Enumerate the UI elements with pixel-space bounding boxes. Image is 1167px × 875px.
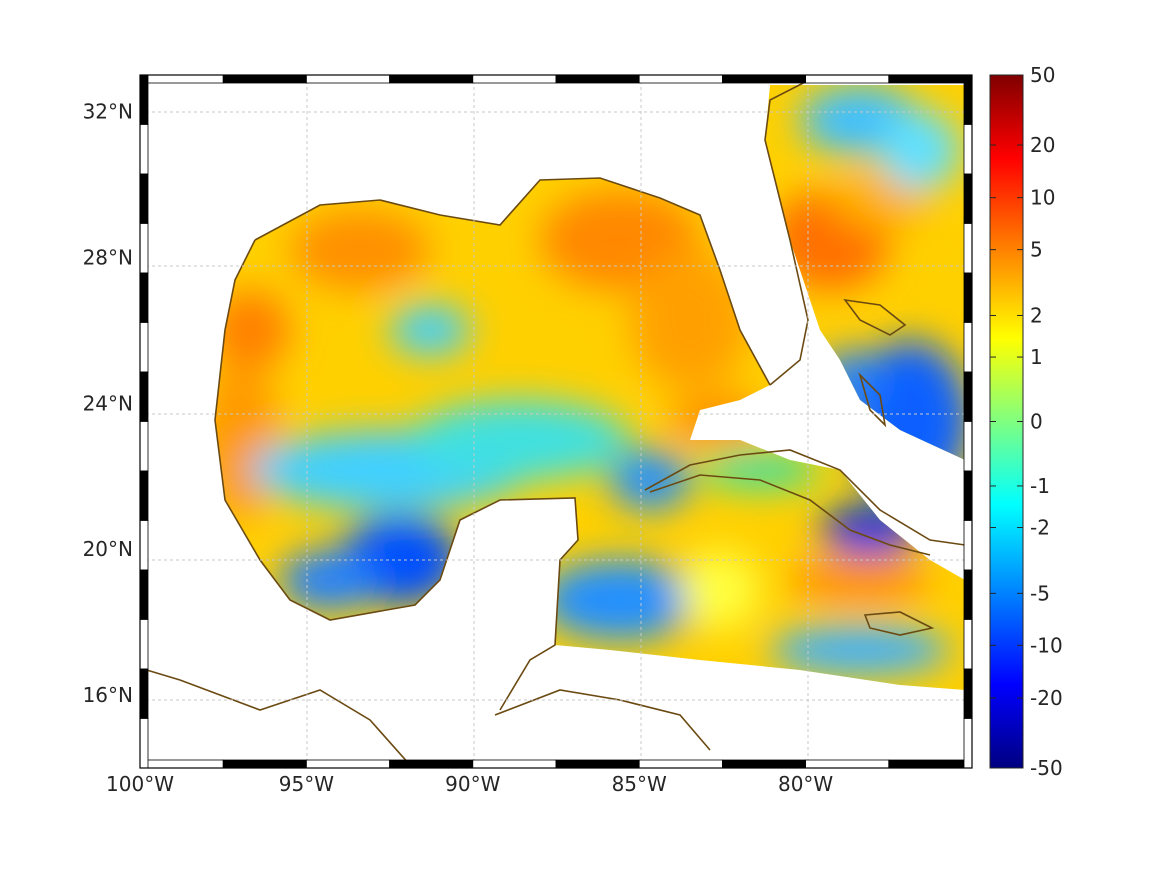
frame-segment-left [139,173,149,224]
frame-segment-left [139,619,149,670]
lon-tick-label: 100°W [106,772,174,796]
colorbar-tick-label: -50 [1030,756,1063,780]
lon-tick-label: 95°W [279,772,334,796]
lon-tick-label: 85°W [612,772,667,796]
frame-segment-left [139,718,149,769]
mexico-coast [214,239,579,711]
coastlines [139,76,966,766]
colorbar-tick-label: -1 [1030,474,1050,498]
colorbar-tick-label: 0 [1030,410,1043,434]
frame-segment-bottom [888,759,973,769]
frame-segment-top [722,74,807,84]
colorbar-tick-label: 50 [1030,63,1055,87]
frame-segment-left [139,470,149,521]
colorbar-tick-label: -20 [1030,686,1063,710]
florida-coast [764,76,816,386]
frame-segment-top [139,74,224,84]
frame-segment-top [555,74,640,84]
colorbar-tick-label: 1 [1030,345,1043,369]
frame-segment-left [139,569,149,620]
frame-segment-bottom [722,759,807,769]
andros-island [858,372,887,428]
frame-segment-bottom [472,759,557,769]
frame-segment-left [139,668,149,719]
frame-segment-bottom [638,759,723,769]
frame-segment-top [805,74,890,84]
map-frame [139,74,973,769]
frame-segment-right [963,668,973,719]
lat-tick-label: 16°N [83,683,133,707]
frame-segment-top [472,74,557,84]
frame-segment-right [963,371,973,422]
frame-segment-right [963,569,973,620]
lon-tick-label: 90°W [445,772,500,796]
frame-segment-top [638,74,723,84]
colorbar-tick-label: -2 [1030,516,1050,540]
frame-outline [139,74,973,769]
latitude-tick-labels: 32°N 28°N 24°N 20°N 16°N [83,99,133,707]
frame-segment-bottom [555,759,640,769]
frame-segment-top [888,74,973,84]
frame-segment-left [139,223,149,274]
frame-segment-bottom [805,759,890,769]
cuba-north-coast [644,449,966,546]
frame-segment-bottom [139,759,224,769]
frame-segment-left [139,322,149,373]
honduras-coast [494,689,711,751]
frame-segment-right [963,619,973,670]
colorbar-tick-label: 20 [1030,133,1055,157]
lat-tick-label: 20°N [83,537,133,561]
frame-segment-right [963,124,973,175]
frame-segment-right [963,74,973,125]
longitude-tick-labels: 100°W 95°W 90°W 85°W 80°W [106,772,833,796]
colorbar-tick-label: 10 [1030,186,1055,210]
colorbar-tick-label: 2 [1030,303,1043,327]
frame-segment-left [139,74,149,125]
graticule [140,75,972,768]
frame-segment-right [963,718,973,769]
frame-segment-left [139,124,149,175]
frame-segment-top [222,74,307,84]
colorbar-tick-label: 5 [1030,238,1043,262]
cuba-south-coast [649,474,931,556]
frame-segment-right [963,470,973,521]
frame-segment-bottom [305,759,390,769]
frame-segment-left [139,520,149,571]
bahamas-islands [843,298,907,336]
lat-tick-label: 32°N [83,99,133,123]
central-america-pacific-coast [139,667,411,766]
lon-tick-label: 80°W [778,772,833,796]
frame-segment-right [963,173,973,224]
frame-segment-right [963,520,973,571]
lat-tick-label: 24°N [83,391,133,415]
frame-segment-top [389,74,474,84]
frame-segment-right [963,322,973,373]
frame-segment-top [305,74,390,84]
frame-segment-right [963,223,973,274]
us-gulf-coast [254,177,771,386]
frame-segment-right [963,272,973,323]
frame-segment-left [139,272,149,323]
frame-segment-bottom [222,759,307,769]
lat-tick-label: 28°N [83,245,133,269]
colorbar-tick-label: -10 [1030,633,1063,657]
frame-segment-bottom [389,759,474,769]
frame-segment-right [963,421,973,472]
jamaica-coast [863,611,935,636]
frame-segment-left [139,421,149,472]
frame-segment-left [139,371,149,422]
colorbar-tick-label: -5 [1030,581,1050,605]
